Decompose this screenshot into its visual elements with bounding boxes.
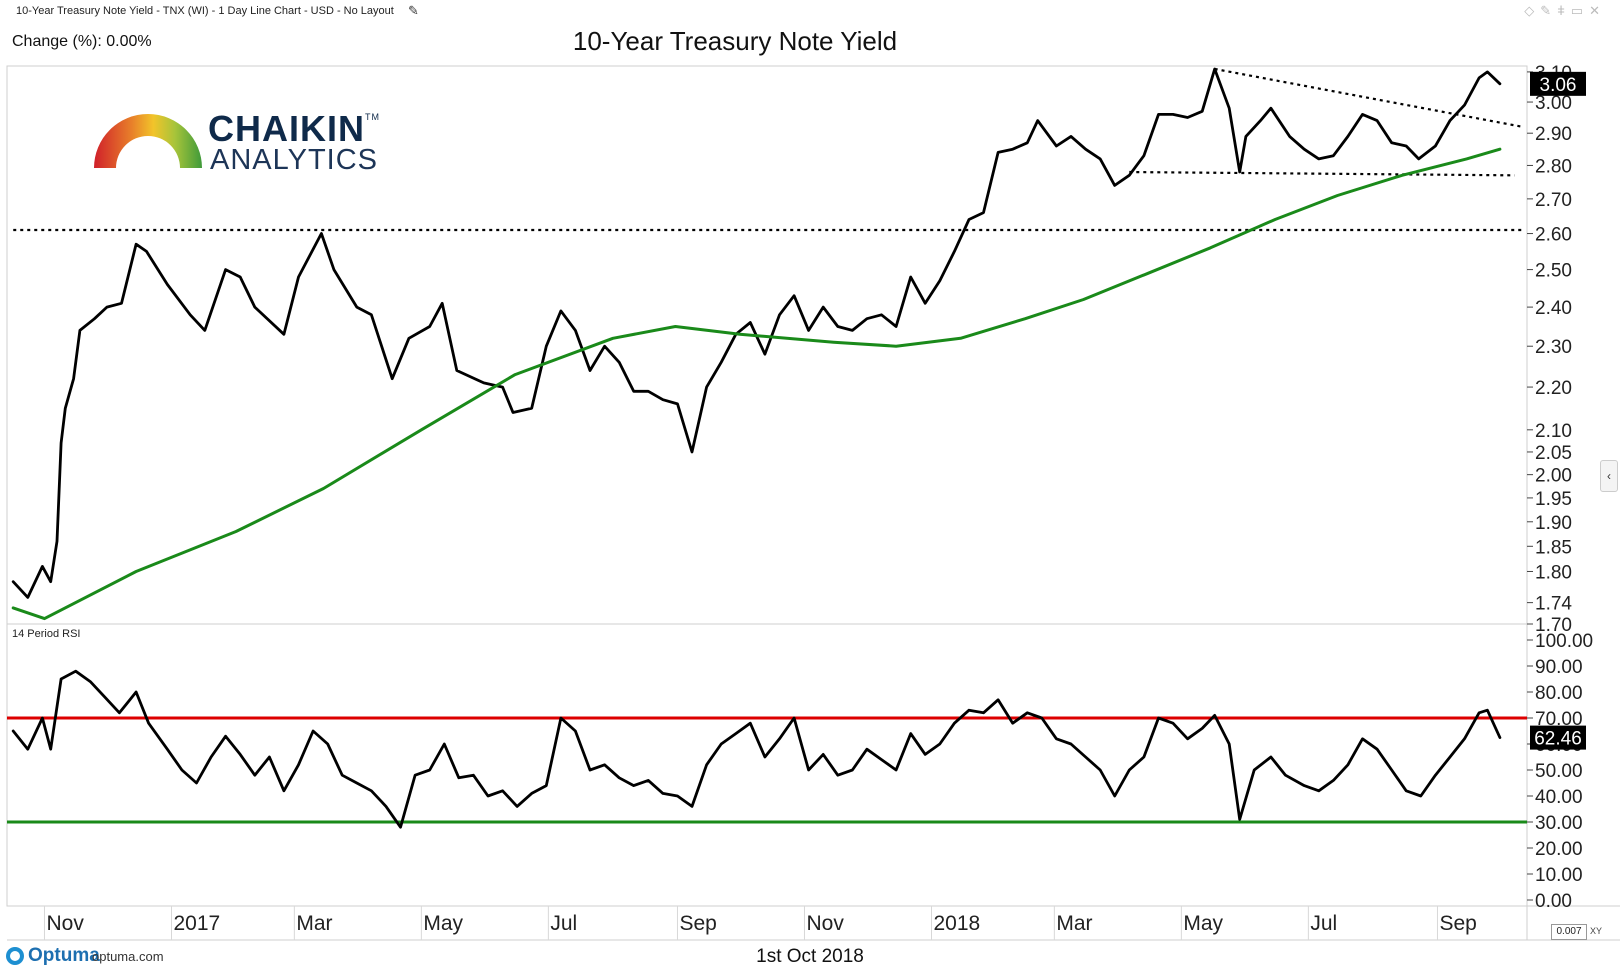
price-tick-label-13: 1.95 (1535, 489, 1572, 510)
change-percent-label: Change (%): 0.00% (12, 33, 152, 50)
rsi-tick-label-5: 50.00 (1535, 761, 1583, 782)
gauge-arc-icon (94, 114, 202, 168)
price-tick-label-7: 2.40 (1535, 298, 1572, 319)
rsi-tick-label-9: 10.00 (1535, 865, 1583, 886)
price-tick-label-8: 2.30 (1535, 337, 1572, 358)
rsi-plot (7, 669, 1527, 829)
rsi-tick-label-0: 100.00 (1535, 631, 1593, 652)
price-tick-label-6: 2.50 (1535, 261, 1572, 282)
price-tick-label-1: 3.00 (1535, 93, 1572, 114)
maximize-icon[interactable]: ▭ (1570, 3, 1590, 18)
rsi-tick-label-2: 80.00 (1535, 683, 1583, 704)
close-icon[interactable]: ✕ (1589, 3, 1606, 18)
price-tick-label-3: 2.80 (1535, 156, 1572, 177)
x-tick-label-2: Mar (296, 912, 332, 935)
rsi-tick-label-3: 70.00 (1535, 709, 1583, 730)
price-tick-label-16: 1.80 (1535, 562, 1572, 583)
x-tick-label-6: Nov (806, 912, 844, 935)
x-tick-label-3: May (423, 912, 463, 935)
price-tick-label-18: 1.70 (1535, 615, 1572, 636)
x-tick-label-10: Jul (1310, 912, 1337, 935)
price-line (11, 67, 1502, 599)
optuma-site-link[interactable]: optuma.com (92, 949, 164, 964)
window-control-icons[interactable]: ◇✎ǂ▭✕ (1524, 3, 1606, 19)
pin-icon[interactable]: ✎ (1540, 3, 1558, 18)
rsi-tick-label-10: 0.00 (1535, 891, 1572, 912)
price-tick-label-11: 2.05 (1535, 443, 1572, 464)
logo-text-chaikin: CHAIKINTM (208, 108, 380, 149)
optuma-ring-icon (6, 947, 24, 965)
moving-average-line (11, 147, 1502, 621)
x-tick-label-5: Sep (679, 912, 716, 935)
price-tick-label-15: 1.85 (1535, 537, 1572, 558)
optuma-brand: Optuma (28, 945, 100, 966)
price-last-value-badge-box (1530, 71, 1586, 96)
x-tick-label-7: 2018 (933, 912, 980, 935)
level-line-2 (1214, 67, 1524, 128)
rsi-panel-label: 14 Period RSI (12, 628, 81, 640)
chart-title: 10-Year Treasury Note Yield (572, 26, 898, 56)
diamond-icon[interactable]: ◇ (1524, 3, 1541, 18)
rsi-tick-label-6: 40.00 (1535, 787, 1583, 808)
x-tick-label-11: Sep (1439, 912, 1476, 935)
price-tick-label-4: 2.70 (1535, 190, 1572, 211)
zoom-level-box[interactable]: 0.007 (1551, 924, 1587, 940)
price-tick-label-17: 1.74 (1535, 594, 1572, 615)
link-icon[interactable]: ǂ (1557, 3, 1571, 18)
chart-descriptor: 10-Year Treasury Note Yield - TNX (WI) -… (16, 5, 394, 17)
pencil-icon[interactable]: ✎ (408, 3, 419, 18)
rsi-last-value-badge: 62.46 (1534, 729, 1582, 750)
x-tick-label-8: Mar (1056, 912, 1092, 935)
rsi-tick-label-1: 90.00 (1535, 657, 1583, 678)
price-last-value-badge: 3.06 (1540, 75, 1577, 96)
x-axis: Nov 2017 Mar May Jul Sep Nov 2018 Mar May Jul Sep (43, 906, 1477, 940)
rsi-tick-label-7: 30.00 (1535, 813, 1583, 834)
chart-descriptor-bar: 10-Year Treasury Note Yield - TNX (WI) -… (0, 0, 1620, 24)
price-tick-label-5: 2.60 (1535, 225, 1572, 246)
x-tick-label-4: Jul (550, 912, 577, 935)
rsi-tick-label-8: 20.00 (1535, 839, 1583, 860)
x-tick-label-0: Nov (46, 912, 84, 935)
logo-text-analytics: ANALYTICS (210, 144, 379, 176)
price-tick-label-12: 2.00 (1535, 466, 1572, 487)
price-plot (11, 67, 1524, 621)
price-tick-label-10: 2.10 (1535, 421, 1572, 442)
price-tick-label-9: 2.20 (1535, 378, 1572, 399)
y-axis: 3.103.002.902.802.702.602.502.402.302.20… (1527, 63, 1593, 912)
x-tick-label-1: 2017 (173, 912, 220, 935)
rsi-last-value-badge-box (1530, 725, 1586, 750)
rsi-panel-frame (6, 623, 1528, 907)
x-tick-label-9: May (1183, 912, 1223, 935)
current-date: 1st Oct 2018 (756, 946, 864, 967)
level-line-1 (1129, 170, 1515, 177)
price-tick-label-14: 1.90 (1535, 513, 1572, 534)
panel-collapse-arrow-icon[interactable]: ‹ (1600, 460, 1618, 492)
price-tick-label-2: 2.90 (1535, 124, 1572, 145)
zoom-xy-toggle[interactable]: XY (1590, 926, 1603, 936)
rsi-line (11, 669, 1502, 829)
